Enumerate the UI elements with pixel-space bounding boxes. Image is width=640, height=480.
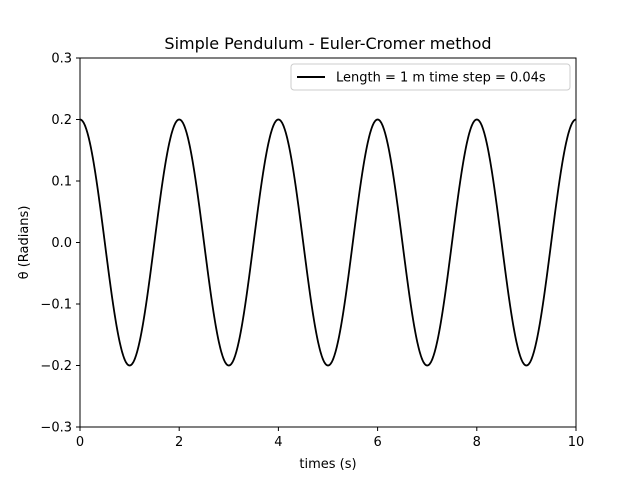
legend-box	[290, 63, 571, 91]
x-tick-label: 6	[373, 435, 381, 450]
y-tick-label: 0.3	[51, 52, 72, 67]
legend: Length = 1 m time step = 0.04s	[290, 63, 571, 91]
y-tick-label: 0.0	[51, 236, 72, 251]
series-line-0	[79, 118, 577, 367]
x-tick-label: 8	[473, 435, 481, 450]
y-tick-label: 0.1	[51, 175, 72, 190]
x-tick-label: 2	[175, 435, 183, 450]
chart-title: Simple Pendulum - Euler-Cromer method	[164, 34, 491, 53]
y-axis-label: θ (Radians)	[17, 206, 32, 280]
x-tick-label: 0	[76, 435, 84, 450]
legend-entry-label: Length = 1 m time step = 0.04s	[336, 71, 546, 86]
y-tick-label: −0.1	[40, 298, 72, 313]
y-tick-label: −0.2	[40, 359, 72, 374]
x-axis-ticks: 0 2 4 6 8 10	[76, 427, 584, 450]
y-tick-label: −0.3	[40, 421, 72, 436]
y-axis-ticks: −0.3 −0.2 −0.1 0.0 0.1 0.2 0.3	[40, 52, 80, 436]
x-tick-label: 4	[274, 435, 282, 450]
series-layer	[79, 118, 577, 367]
x-axis-label: times (s)	[299, 457, 356, 472]
x-tick-label: 10	[568, 435, 585, 450]
y-tick-label: 0.2	[51, 113, 72, 128]
